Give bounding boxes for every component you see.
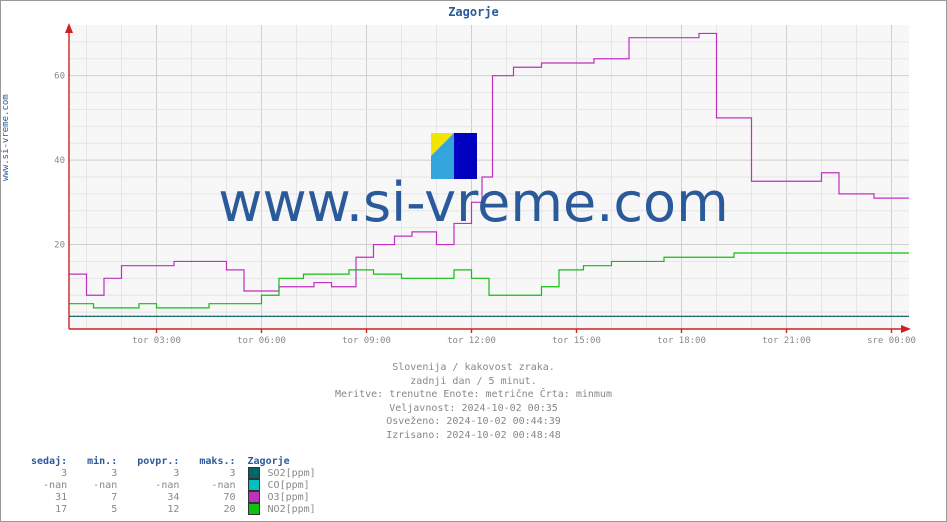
- legend-table: sedaj: min.: povpr.: maks.: Zagorje 3333…: [21, 456, 326, 515]
- chart-title: Zagorje: [1, 1, 946, 19]
- meta-line: zadnji dan / 5 minut.: [1, 375, 946, 389]
- meta-line: Slovenija / kakovost zraka.: [1, 361, 946, 375]
- legend-min: -nan: [77, 479, 127, 491]
- legend-swatch-icon: [248, 467, 260, 479]
- meta-line: Osveženo: 2024-10-02 00:44:39: [1, 415, 946, 429]
- legend-swatch-icon: [248, 479, 260, 491]
- legend-max: -nan: [189, 479, 245, 491]
- svg-text:tor 09:00: tor 09:00: [342, 336, 391, 346]
- legend-min: 5: [77, 503, 127, 515]
- legend-header-now: sedaj:: [21, 456, 77, 467]
- legend-now: -nan: [21, 479, 77, 491]
- legend-header-row: sedaj: min.: povpr.: maks.: Zagorje: [21, 456, 326, 467]
- legend-avg: -nan: [127, 479, 189, 491]
- meta-line: Meritve: trenutne Enote: metrične Črta: …: [1, 388, 946, 402]
- legend-max: 3: [189, 467, 245, 479]
- legend-now: 17: [21, 503, 77, 515]
- chart-container: Zagorje www.si-vreme.com tor 03:00 tor 06…: [0, 0, 947, 522]
- svg-text:tor 18:00: tor 18:00: [657, 336, 706, 346]
- chart-plot: tor 03:00 tor 06:00 tor 09:00 tor 12:00 tor …: [49, 21, 921, 351]
- meta-line: Izrisano: 2024-10-02 00:48:48: [1, 429, 946, 443]
- meta-line: Veljavnost: 2024-10-02 00:35: [1, 402, 946, 416]
- legend-min: 3: [77, 467, 127, 479]
- legend-row: -nan-nan-nan-nan CO[ppm]: [21, 479, 326, 491]
- legend-header-max: maks.:: [189, 456, 245, 467]
- svg-text:tor 12:00: tor 12:00: [447, 336, 496, 346]
- chart-metadata: Slovenija / kakovost zraka. zadnji dan /…: [1, 361, 946, 442]
- svg-text:tor 03:00: tor 03:00: [132, 336, 181, 346]
- legend-now: 3: [21, 467, 77, 479]
- legend-max: 70: [189, 491, 245, 503]
- legend-swatch-icon: [248, 503, 260, 515]
- legend-series: O3[ppm]: [246, 491, 326, 503]
- legend-max: 20: [189, 503, 245, 515]
- legend-row: 3173470 O3[ppm]: [21, 491, 326, 503]
- svg-text:tor 21:00: tor 21:00: [762, 336, 811, 346]
- legend-avg: 12: [127, 503, 189, 515]
- legend-avg: 3: [127, 467, 189, 479]
- legend-header-avg: povpr.:: [127, 456, 189, 467]
- legend-series: NO2[ppm]: [246, 503, 326, 515]
- legend-min: 7: [77, 491, 127, 503]
- legend-avg: 34: [127, 491, 189, 503]
- svg-text:20: 20: [54, 241, 65, 251]
- legend-series: CO[ppm]: [246, 479, 326, 491]
- svg-text:sre 00:00: sre 00:00: [867, 336, 916, 346]
- legend-header-loc: Zagorje: [246, 456, 326, 467]
- legend-now: 31: [21, 491, 77, 503]
- legend-header-min: min.:: [77, 456, 127, 467]
- legend-row: 3333 SO2[ppm]: [21, 467, 326, 479]
- svg-text:60: 60: [54, 72, 65, 82]
- y-axis-link: www.si-vreme.com: [1, 94, 11, 181]
- svg-text:40: 40: [54, 156, 65, 166]
- legend-row: 1751220 NO2[ppm]: [21, 503, 326, 515]
- svg-text:tor 15:00: tor 15:00: [552, 336, 601, 346]
- svg-text:tor 06:00: tor 06:00: [237, 336, 286, 346]
- legend-swatch-icon: [248, 491, 260, 503]
- legend-series: SO2[ppm]: [246, 467, 326, 479]
